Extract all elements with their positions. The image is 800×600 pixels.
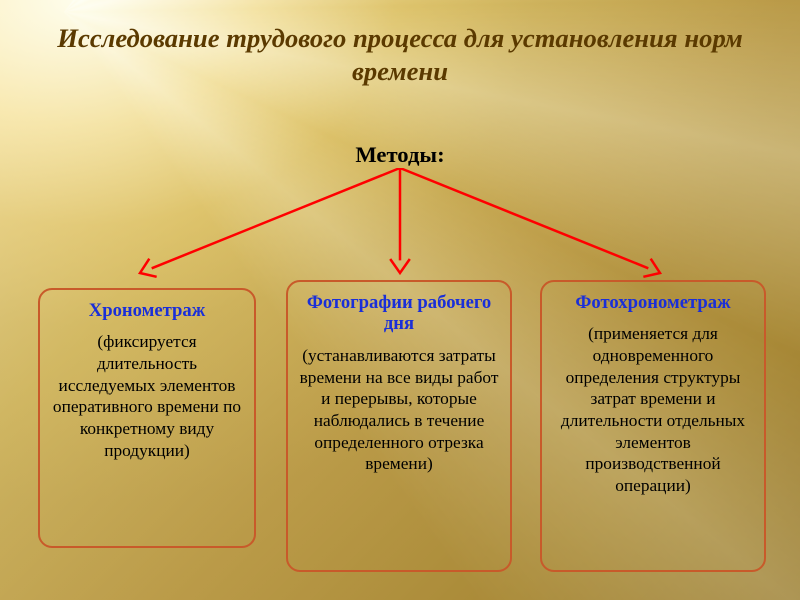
- card-photos-workday: Фотографии рабочего дня (устанавливаются…: [286, 280, 512, 572]
- card-body: (устанавливаются затраты времени на все …: [298, 345, 500, 475]
- card-photochronometry: Фотохронометраж (применяется для одновре…: [540, 280, 766, 572]
- card-title: Хронометраж: [50, 300, 244, 321]
- methods-label: Методы:: [355, 142, 444, 168]
- card-body: (фиксируется длительность исследуемых эл…: [50, 331, 244, 461]
- card-title: Фотохронометраж: [552, 292, 754, 313]
- card-title: Фотографии рабочего дня: [298, 292, 500, 335]
- card-body: (применяется для одновременного определе…: [552, 323, 754, 496]
- method-arrows: [0, 168, 800, 288]
- page-title: Исследование трудового процесса для уста…: [32, 22, 768, 89]
- card-chronometry: Хронометраж (фиксируется длительность ис…: [38, 288, 256, 548]
